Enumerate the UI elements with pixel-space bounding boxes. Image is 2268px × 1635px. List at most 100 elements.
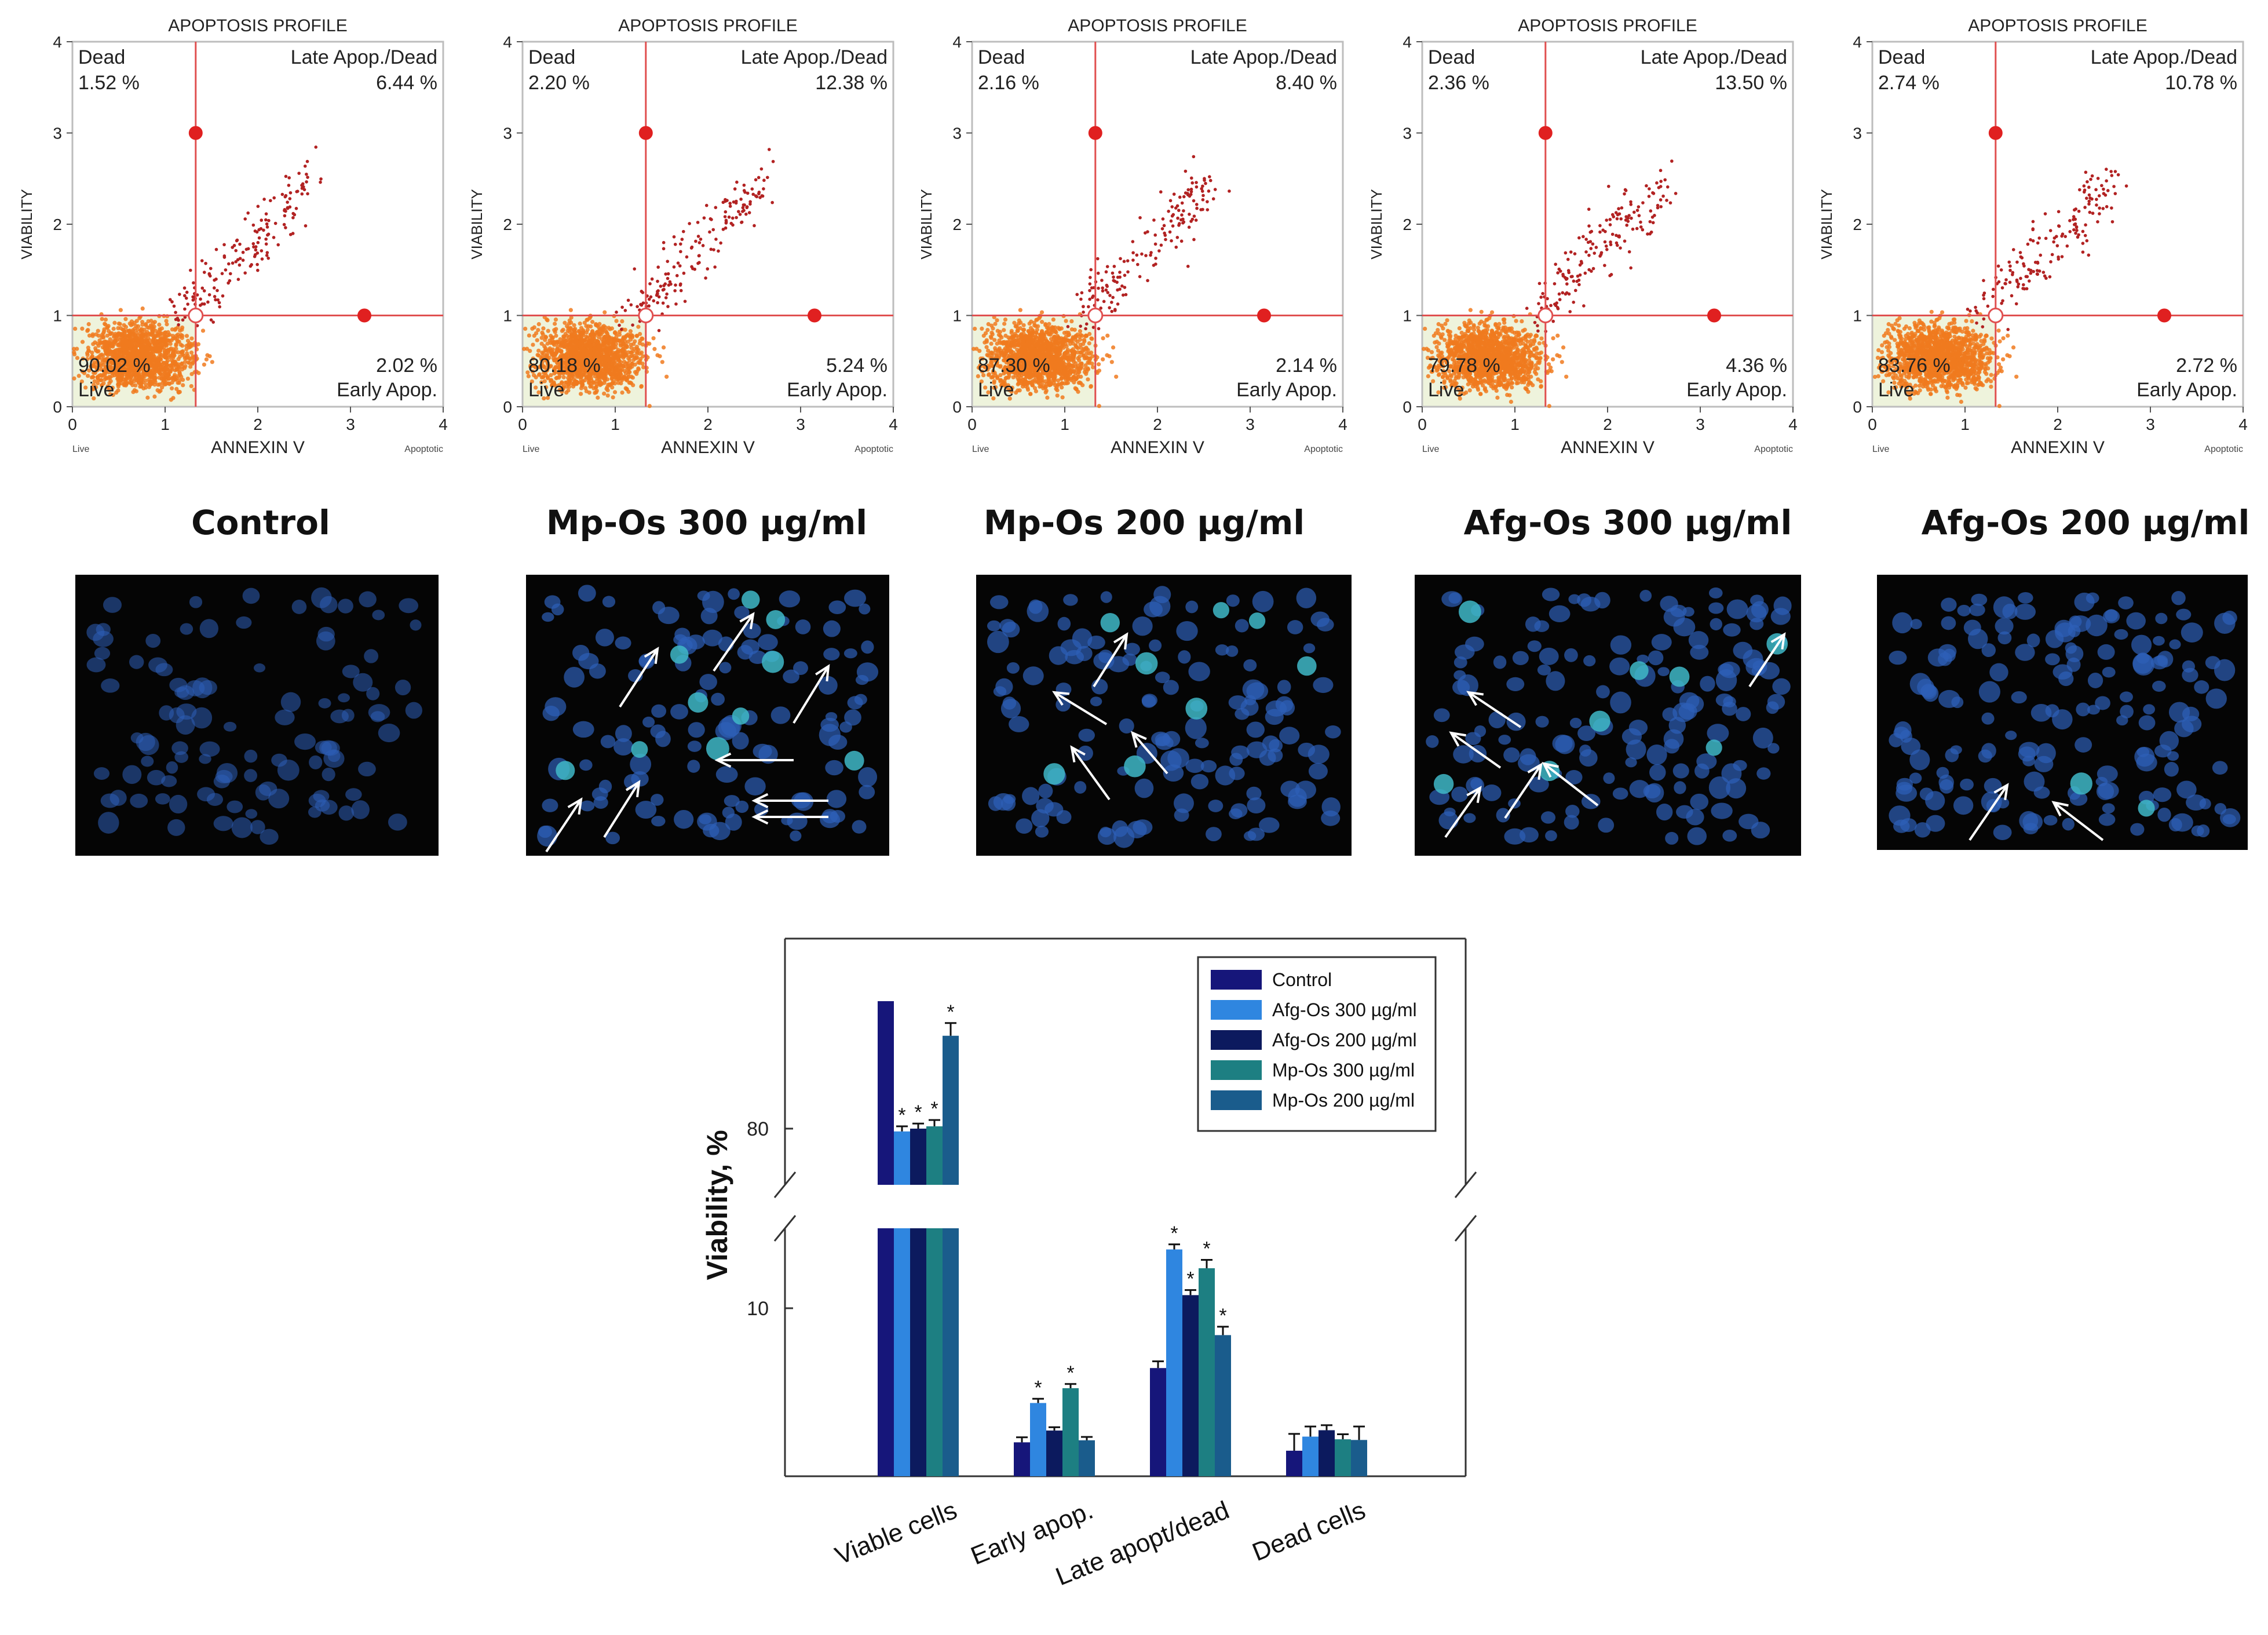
apoptotic-event-dot xyxy=(256,205,260,208)
apoptotic-event-dot xyxy=(728,205,732,208)
live-event-dot xyxy=(118,326,123,331)
live-event-dot xyxy=(630,364,634,369)
live-event-dot xyxy=(1050,364,1055,368)
apoptotic-event-dot xyxy=(1195,206,1199,210)
apoptotic-event-dot xyxy=(306,176,309,179)
live-event-dot xyxy=(96,333,101,338)
live-event-dot xyxy=(565,324,569,329)
live-event-dot xyxy=(536,348,541,353)
apoptotic-event-dot xyxy=(1135,253,1139,257)
live-event-dot xyxy=(179,374,184,379)
apoptotic-event-dot xyxy=(674,283,677,287)
live-event-dot xyxy=(158,327,162,331)
live-event-dot xyxy=(604,346,608,351)
apoptotic-event-dot xyxy=(244,247,249,251)
live-event-dot xyxy=(156,370,161,374)
apoptotic-event-dot xyxy=(662,247,666,251)
apoptotic-event-dot xyxy=(739,198,743,201)
live-event-dot xyxy=(116,321,121,326)
apoptotic-event-dot xyxy=(217,301,221,305)
live-event-dot xyxy=(980,326,984,331)
apoptotic-event-dot xyxy=(265,222,269,226)
x-tick-label: 3 xyxy=(1246,415,1255,433)
live-event-dot xyxy=(108,331,113,335)
live-event-dot xyxy=(1016,329,1020,333)
live-event-dot xyxy=(602,391,607,396)
apoptotic-event-dot xyxy=(286,206,290,210)
apoptotic-event-dot xyxy=(273,221,277,225)
apoptotic-event-dot xyxy=(302,185,305,189)
apoptotic-event-dot xyxy=(1192,238,1196,242)
live-event-dot xyxy=(1047,382,1051,388)
live-event-dot xyxy=(1009,335,1014,340)
panel-title: APOPTOSIS PROFILE xyxy=(168,16,348,35)
live-event-dot xyxy=(182,360,188,364)
live-event-dot xyxy=(113,331,118,336)
live-event-dot xyxy=(73,326,78,331)
live-event-dot xyxy=(1105,353,1109,357)
live-event-dot xyxy=(173,377,178,382)
apoptotic-event-dot xyxy=(1122,260,1126,264)
live-event-dot xyxy=(1101,336,1105,341)
gate-center-handle xyxy=(1087,308,1104,323)
x-tick-label: 4 xyxy=(889,415,898,433)
live-event-dot xyxy=(545,341,550,346)
apoptotic-event-dot xyxy=(253,254,257,258)
live-event-dot xyxy=(1009,349,1014,353)
live-event-dot xyxy=(603,370,608,375)
live-event-dot xyxy=(167,333,172,337)
live-event-dot xyxy=(1078,329,1083,334)
live-event-dot xyxy=(80,326,85,331)
apoptotic-event-dot xyxy=(1084,322,1089,326)
apoptotic-event-dot xyxy=(1167,209,1170,213)
live-event-dot xyxy=(1009,330,1014,335)
x-tick-label: 0 xyxy=(967,415,977,433)
live-event-dot xyxy=(602,310,607,315)
live-event-dot xyxy=(641,365,646,370)
live-event-dot xyxy=(602,364,607,368)
live-event-dot xyxy=(651,336,656,341)
apoptotic-event-dot xyxy=(1126,270,1130,274)
live-event-dot xyxy=(152,394,157,399)
live-event-dot xyxy=(530,326,535,331)
live-event-dot xyxy=(561,334,566,339)
y-tick-label: 2 xyxy=(503,216,512,233)
quadrant-late-value: 6.44 % xyxy=(376,72,437,94)
apoptotic-event-dot xyxy=(1105,283,1109,287)
quadrant-early-label: Early Apop. xyxy=(1236,379,1337,401)
quadrant-live-label: Live xyxy=(978,379,1014,401)
apoptotic-event-dot xyxy=(766,176,769,180)
live-event-dot xyxy=(604,330,609,335)
x-axis-left-note: Live xyxy=(72,444,89,454)
y-tick-label: 4 xyxy=(503,33,512,51)
apoptotic-event-dot xyxy=(750,187,754,191)
apoptotic-event-dot xyxy=(1100,279,1104,282)
live-event-dot xyxy=(995,341,999,346)
live-event-dot xyxy=(137,316,142,320)
live-event-dot xyxy=(90,332,95,337)
live-event-dot xyxy=(171,336,176,341)
live-event-dot xyxy=(581,349,586,353)
live-event-dot xyxy=(152,320,157,324)
apoptotic-event-dot xyxy=(1189,176,1193,180)
apoptotic-event-dot xyxy=(1168,230,1172,234)
live-event-dot xyxy=(579,392,583,396)
apoptotic-event-dot xyxy=(255,262,259,267)
apoptotic-event-dot xyxy=(620,305,624,309)
live-event-dot xyxy=(103,317,108,322)
apoptotic-event-dot xyxy=(1160,227,1164,231)
live-event-dot xyxy=(1039,330,1044,334)
y-tick-label: 3 xyxy=(952,125,962,143)
apoptotic-event-dot xyxy=(724,198,727,202)
live-event-dot xyxy=(129,380,134,385)
apoptotic-event-dot xyxy=(641,301,645,305)
y-tick-label: 0 xyxy=(952,398,962,416)
live-event-dot xyxy=(584,334,589,339)
apoptotic-event-dot xyxy=(1146,230,1149,233)
live-event-dot xyxy=(1002,348,1007,352)
apoptotic-event-dot xyxy=(672,265,676,269)
live-event-dot xyxy=(1025,385,1030,390)
live-event-dot xyxy=(638,359,642,363)
live-event-dot xyxy=(166,376,171,381)
live-event-dot xyxy=(186,360,191,365)
